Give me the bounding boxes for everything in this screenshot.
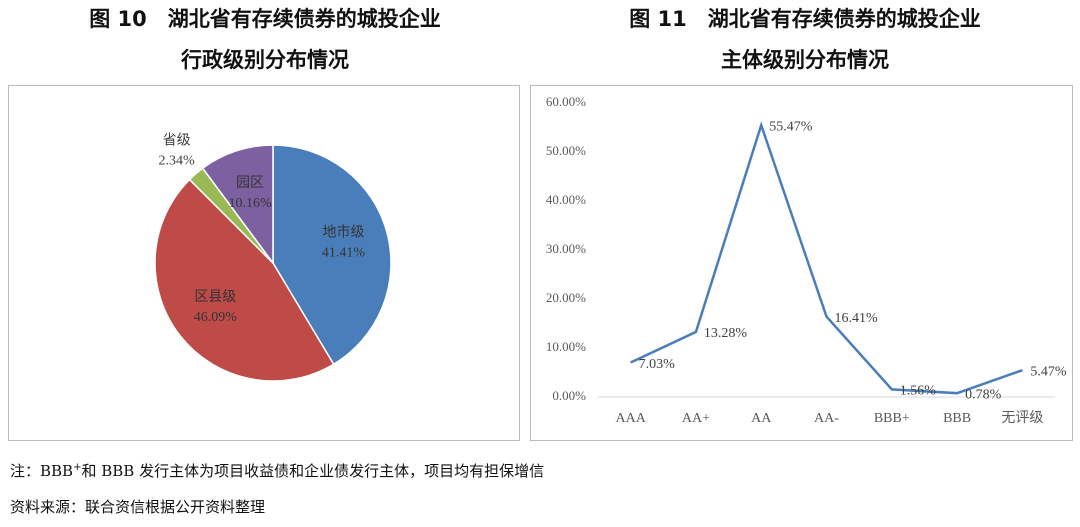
pie-slice: [272, 144, 392, 366]
y-tick-label: 0.00%: [552, 388, 586, 403]
slice-value-label: 46.09%: [194, 310, 238, 325]
pie-slice: [201, 144, 274, 266]
note-text: 注：BBB: [10, 462, 74, 480]
slice-label: 地市级: [323, 224, 365, 241]
slice-label: 省级: [163, 133, 191, 149]
source: 资料来源：联合资信根据公开资料整理: [10, 498, 266, 516]
chart-frame: [530, 85, 1073, 441]
x-tick-label: BBB+: [874, 411, 910, 426]
y-tick-label: 30.00%: [546, 241, 586, 256]
note-text: 和 BBB 发行主体为项目收益债和企业债发行主体，项目均有担保增信: [81, 462, 545, 480]
x-tick-label: 无评级: [1001, 410, 1043, 426]
note-sup: +: [73, 462, 82, 473]
y-tick-label: 40.00%: [546, 192, 586, 207]
slice-value-label: 41.41%: [322, 246, 366, 261]
chart-frame: [8, 85, 520, 441]
data-label: 1.56%: [900, 384, 937, 399]
x-tick-label: AA+: [682, 411, 710, 426]
data-label: 13.28%: [704, 326, 748, 341]
slice-value-label: 2.34%: [159, 154, 196, 169]
slice-label: 园区: [236, 175, 264, 191]
x-tick-label: BBB: [943, 411, 971, 426]
x-tick-label: AA: [751, 411, 772, 426]
line: [630, 121, 1023, 395]
data-label: 16.41%: [835, 311, 879, 326]
slice-label: 区县级: [194, 289, 236, 305]
slice-value-label: 10.16%: [228, 196, 272, 211]
data-label: 7.03%: [639, 357, 676, 372]
y-tick-label: 50.00%: [546, 143, 586, 158]
x-tick-label: AAA: [615, 411, 646, 426]
y-tick-label: 60.00%: [546, 94, 586, 109]
pie-slice: [154, 178, 335, 382]
y-tick-label: 20.00%: [546, 290, 586, 305]
note: 注：BBB+和 BBB 发行主体为项目收益债和企业债发行主体，项目均有担保增信: [10, 460, 544, 481]
data-label: 55.47%: [769, 119, 813, 134]
y-tick-label: 10.00%: [546, 339, 586, 354]
x-tick-label: AA-: [814, 411, 839, 426]
chart-title: 图 11 湖北省有存续债券的城投企业: [629, 7, 981, 31]
chart-subtitle: 行政级别分布情况: [180, 48, 349, 72]
data-label: 5.47%: [1030, 364, 1067, 379]
data-label: 0.78%: [965, 387, 1002, 402]
chart-subtitle: 主体级别分布情况: [721, 48, 889, 72]
chart-title: 图 10 湖北省有存续债券的城投企业: [89, 7, 441, 31]
